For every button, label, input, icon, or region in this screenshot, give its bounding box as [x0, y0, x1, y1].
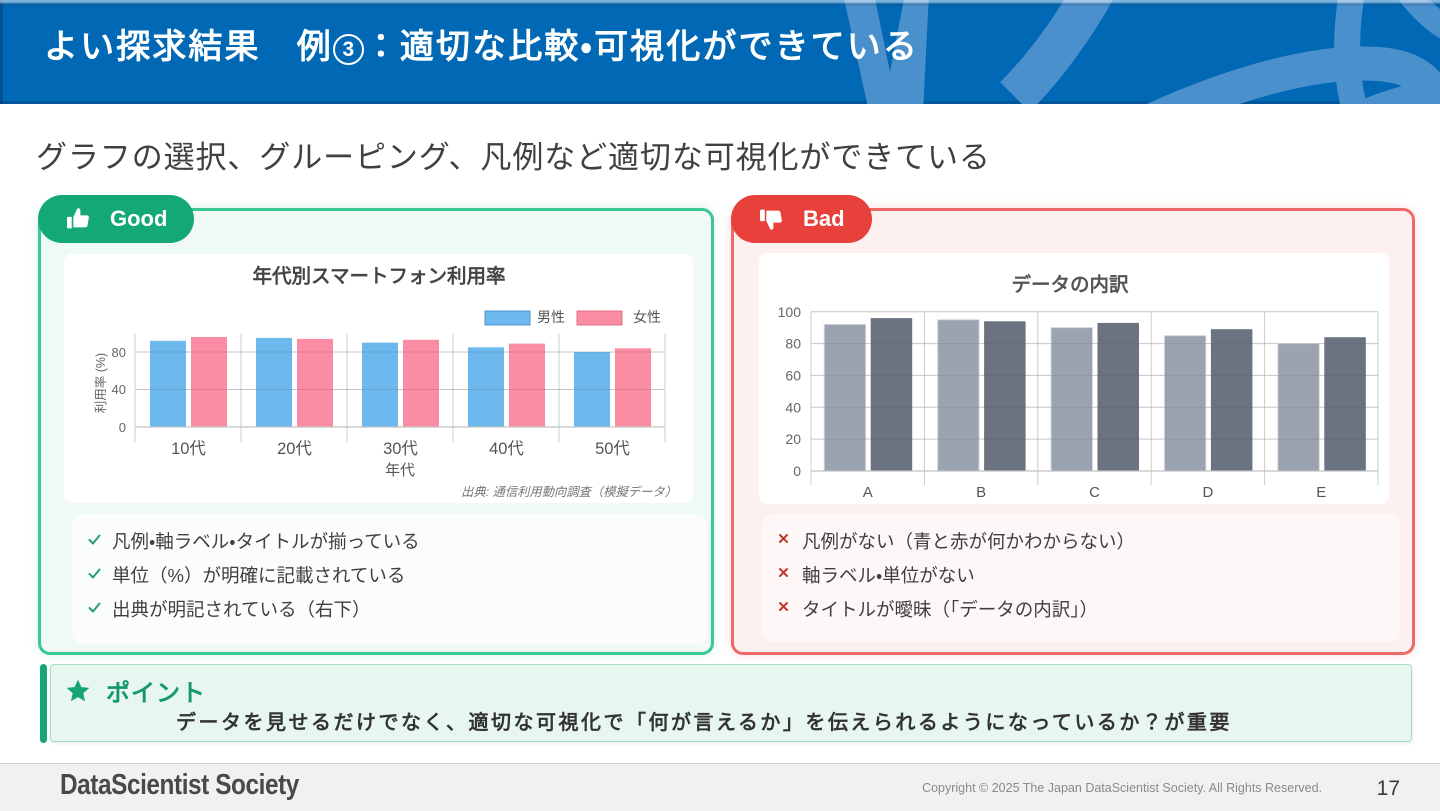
svg-text:利用率 (%): 利用率 (%) — [94, 353, 108, 413]
svg-text:20代: 20代 — [277, 439, 312, 458]
svg-text:40代: 40代 — [489, 439, 524, 458]
svg-text:年代: 年代 — [385, 462, 415, 479]
svg-text:50代: 50代 — [595, 439, 630, 458]
svg-text:40: 40 — [112, 382, 126, 397]
svg-text:80: 80 — [785, 336, 801, 352]
svg-text:C: C — [1089, 484, 1100, 501]
svg-text:データの内訳: データの内訳 — [1011, 273, 1129, 296]
svg-text:20: 20 — [785, 431, 801, 447]
svg-text:0: 0 — [119, 420, 126, 435]
svg-text:D: D — [1202, 484, 1213, 501]
svg-text:10代: 10代 — [171, 439, 206, 458]
svg-text:B: B — [976, 484, 986, 501]
svg-text:年代別スマートフォン利用率: 年代別スマートフォン利用率 — [253, 265, 506, 288]
svg-text:80: 80 — [112, 345, 126, 360]
svg-text:40: 40 — [785, 399, 801, 415]
svg-text:0: 0 — [793, 463, 801, 479]
svg-text:女性: 女性 — [633, 309, 661, 325]
svg-text:E: E — [1316, 484, 1326, 501]
svg-text:男性: 男性 — [537, 309, 565, 325]
svg-text:100: 100 — [778, 304, 802, 320]
svg-text:A: A — [863, 484, 873, 501]
svg-text:出典: 通信利用動向調査（模擬データ）: 出典: 通信利用動向調査（模擬データ） — [461, 485, 677, 499]
svg-text:30代: 30代 — [383, 439, 418, 458]
svg-text:60: 60 — [785, 367, 801, 383]
